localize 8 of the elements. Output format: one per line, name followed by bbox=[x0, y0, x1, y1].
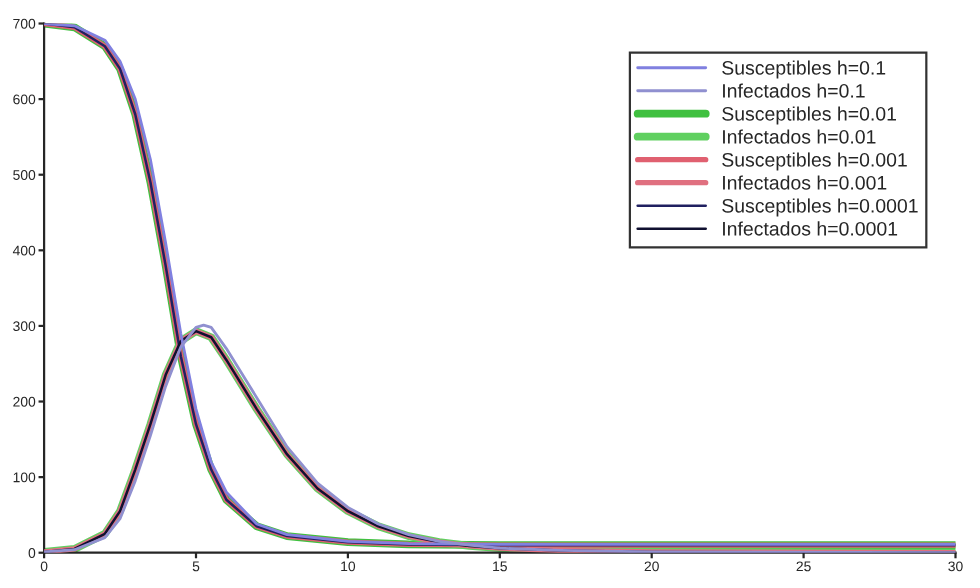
legend-label: Infectados h=0.1 bbox=[723, 83, 865, 98]
legend-label: Susceptibles h=0.1 bbox=[722, 60, 886, 79]
legend-label: Infectados h=0.0001 bbox=[723, 221, 898, 236]
legend-label: Susceptibles h=0.0001 bbox=[722, 198, 918, 217]
legend-label: Susceptibles h=0.001 bbox=[722, 152, 907, 171]
legend-label: Infectados h=0.001 bbox=[723, 175, 887, 190]
legend-label: Susceptibles h=0.01 bbox=[722, 106, 896, 125]
legend-label: Infectados h=0.01 bbox=[723, 129, 876, 144]
